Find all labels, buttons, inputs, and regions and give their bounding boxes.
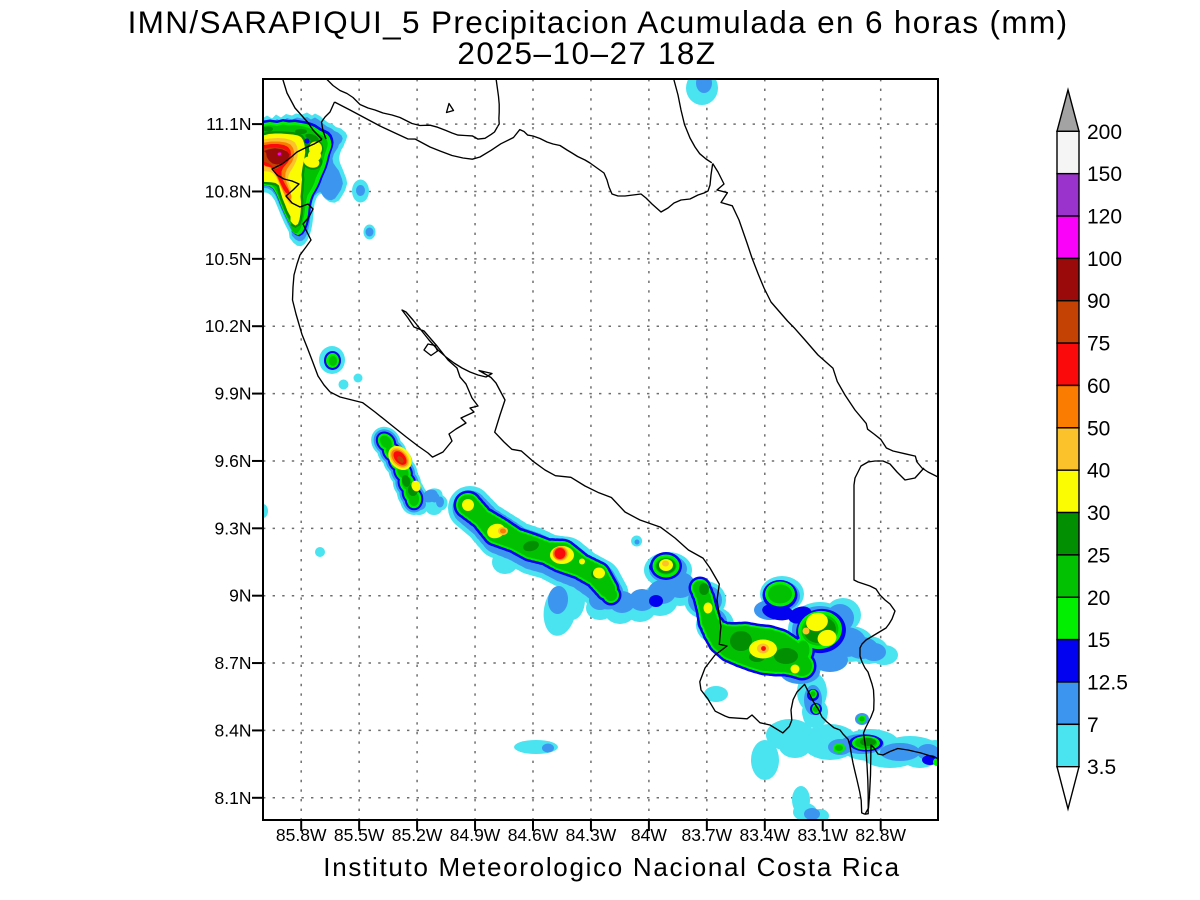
svg-text:8.1N: 8.1N: [215, 788, 252, 808]
svg-text:20: 20: [1087, 587, 1110, 610]
svg-text:85.2W: 85.2W: [392, 825, 443, 845]
svg-text:9.6N: 9.6N: [215, 451, 252, 471]
svg-text:12.5: 12.5: [1087, 671, 1128, 694]
svg-text:10.8N: 10.8N: [205, 181, 252, 201]
svg-text:90: 90: [1087, 290, 1110, 313]
svg-text:9.9N: 9.9N: [215, 384, 252, 404]
svg-text:85.5W: 85.5W: [334, 825, 385, 845]
svg-text:8.4N: 8.4N: [215, 720, 252, 740]
svg-text:120: 120: [1087, 206, 1122, 229]
svg-text:15: 15: [1087, 629, 1110, 652]
svg-text:83.1W: 83.1W: [797, 825, 848, 845]
svg-text:3.5: 3.5: [1087, 756, 1116, 779]
svg-text:83.4W: 83.4W: [740, 825, 791, 845]
svg-text:30: 30: [1087, 502, 1110, 525]
svg-text:Instituto Meteorologico Nacion: Instituto Meteorologico Nacional Costa R…: [323, 852, 900, 882]
svg-text:60: 60: [1087, 375, 1110, 398]
svg-text:IMN/SARAPIQUI_5 Precipitacion: IMN/SARAPIQUI_5 Precipitacion Acumulada …: [128, 4, 1069, 40]
svg-text:84.3W: 84.3W: [566, 825, 617, 845]
svg-text:7: 7: [1087, 714, 1099, 737]
svg-text:8.7N: 8.7N: [215, 653, 252, 673]
svg-text:2025–10–27 18Z: 2025–10–27 18Z: [457, 35, 716, 71]
svg-text:82.8W: 82.8W: [855, 825, 906, 845]
svg-text:40: 40: [1087, 460, 1110, 483]
svg-text:50: 50: [1087, 417, 1110, 440]
svg-text:11.1N: 11.1N: [206, 114, 251, 134]
svg-text:75: 75: [1087, 333, 1110, 356]
svg-text:84.9W: 84.9W: [450, 825, 501, 845]
svg-text:10.5N: 10.5N: [205, 249, 252, 269]
svg-text:200: 200: [1087, 121, 1122, 144]
svg-text:25: 25: [1087, 544, 1110, 567]
svg-text:85.8W: 85.8W: [276, 825, 327, 845]
svg-text:10.2N: 10.2N: [205, 316, 252, 336]
svg-text:84.6W: 84.6W: [508, 825, 559, 845]
svg-text:150: 150: [1087, 163, 1122, 186]
svg-text:83.7W: 83.7W: [682, 825, 733, 845]
svg-text:9.3N: 9.3N: [215, 518, 252, 538]
svg-text:9N: 9N: [229, 586, 251, 606]
svg-text:100: 100: [1087, 248, 1122, 271]
svg-text:84W: 84W: [631, 825, 667, 845]
